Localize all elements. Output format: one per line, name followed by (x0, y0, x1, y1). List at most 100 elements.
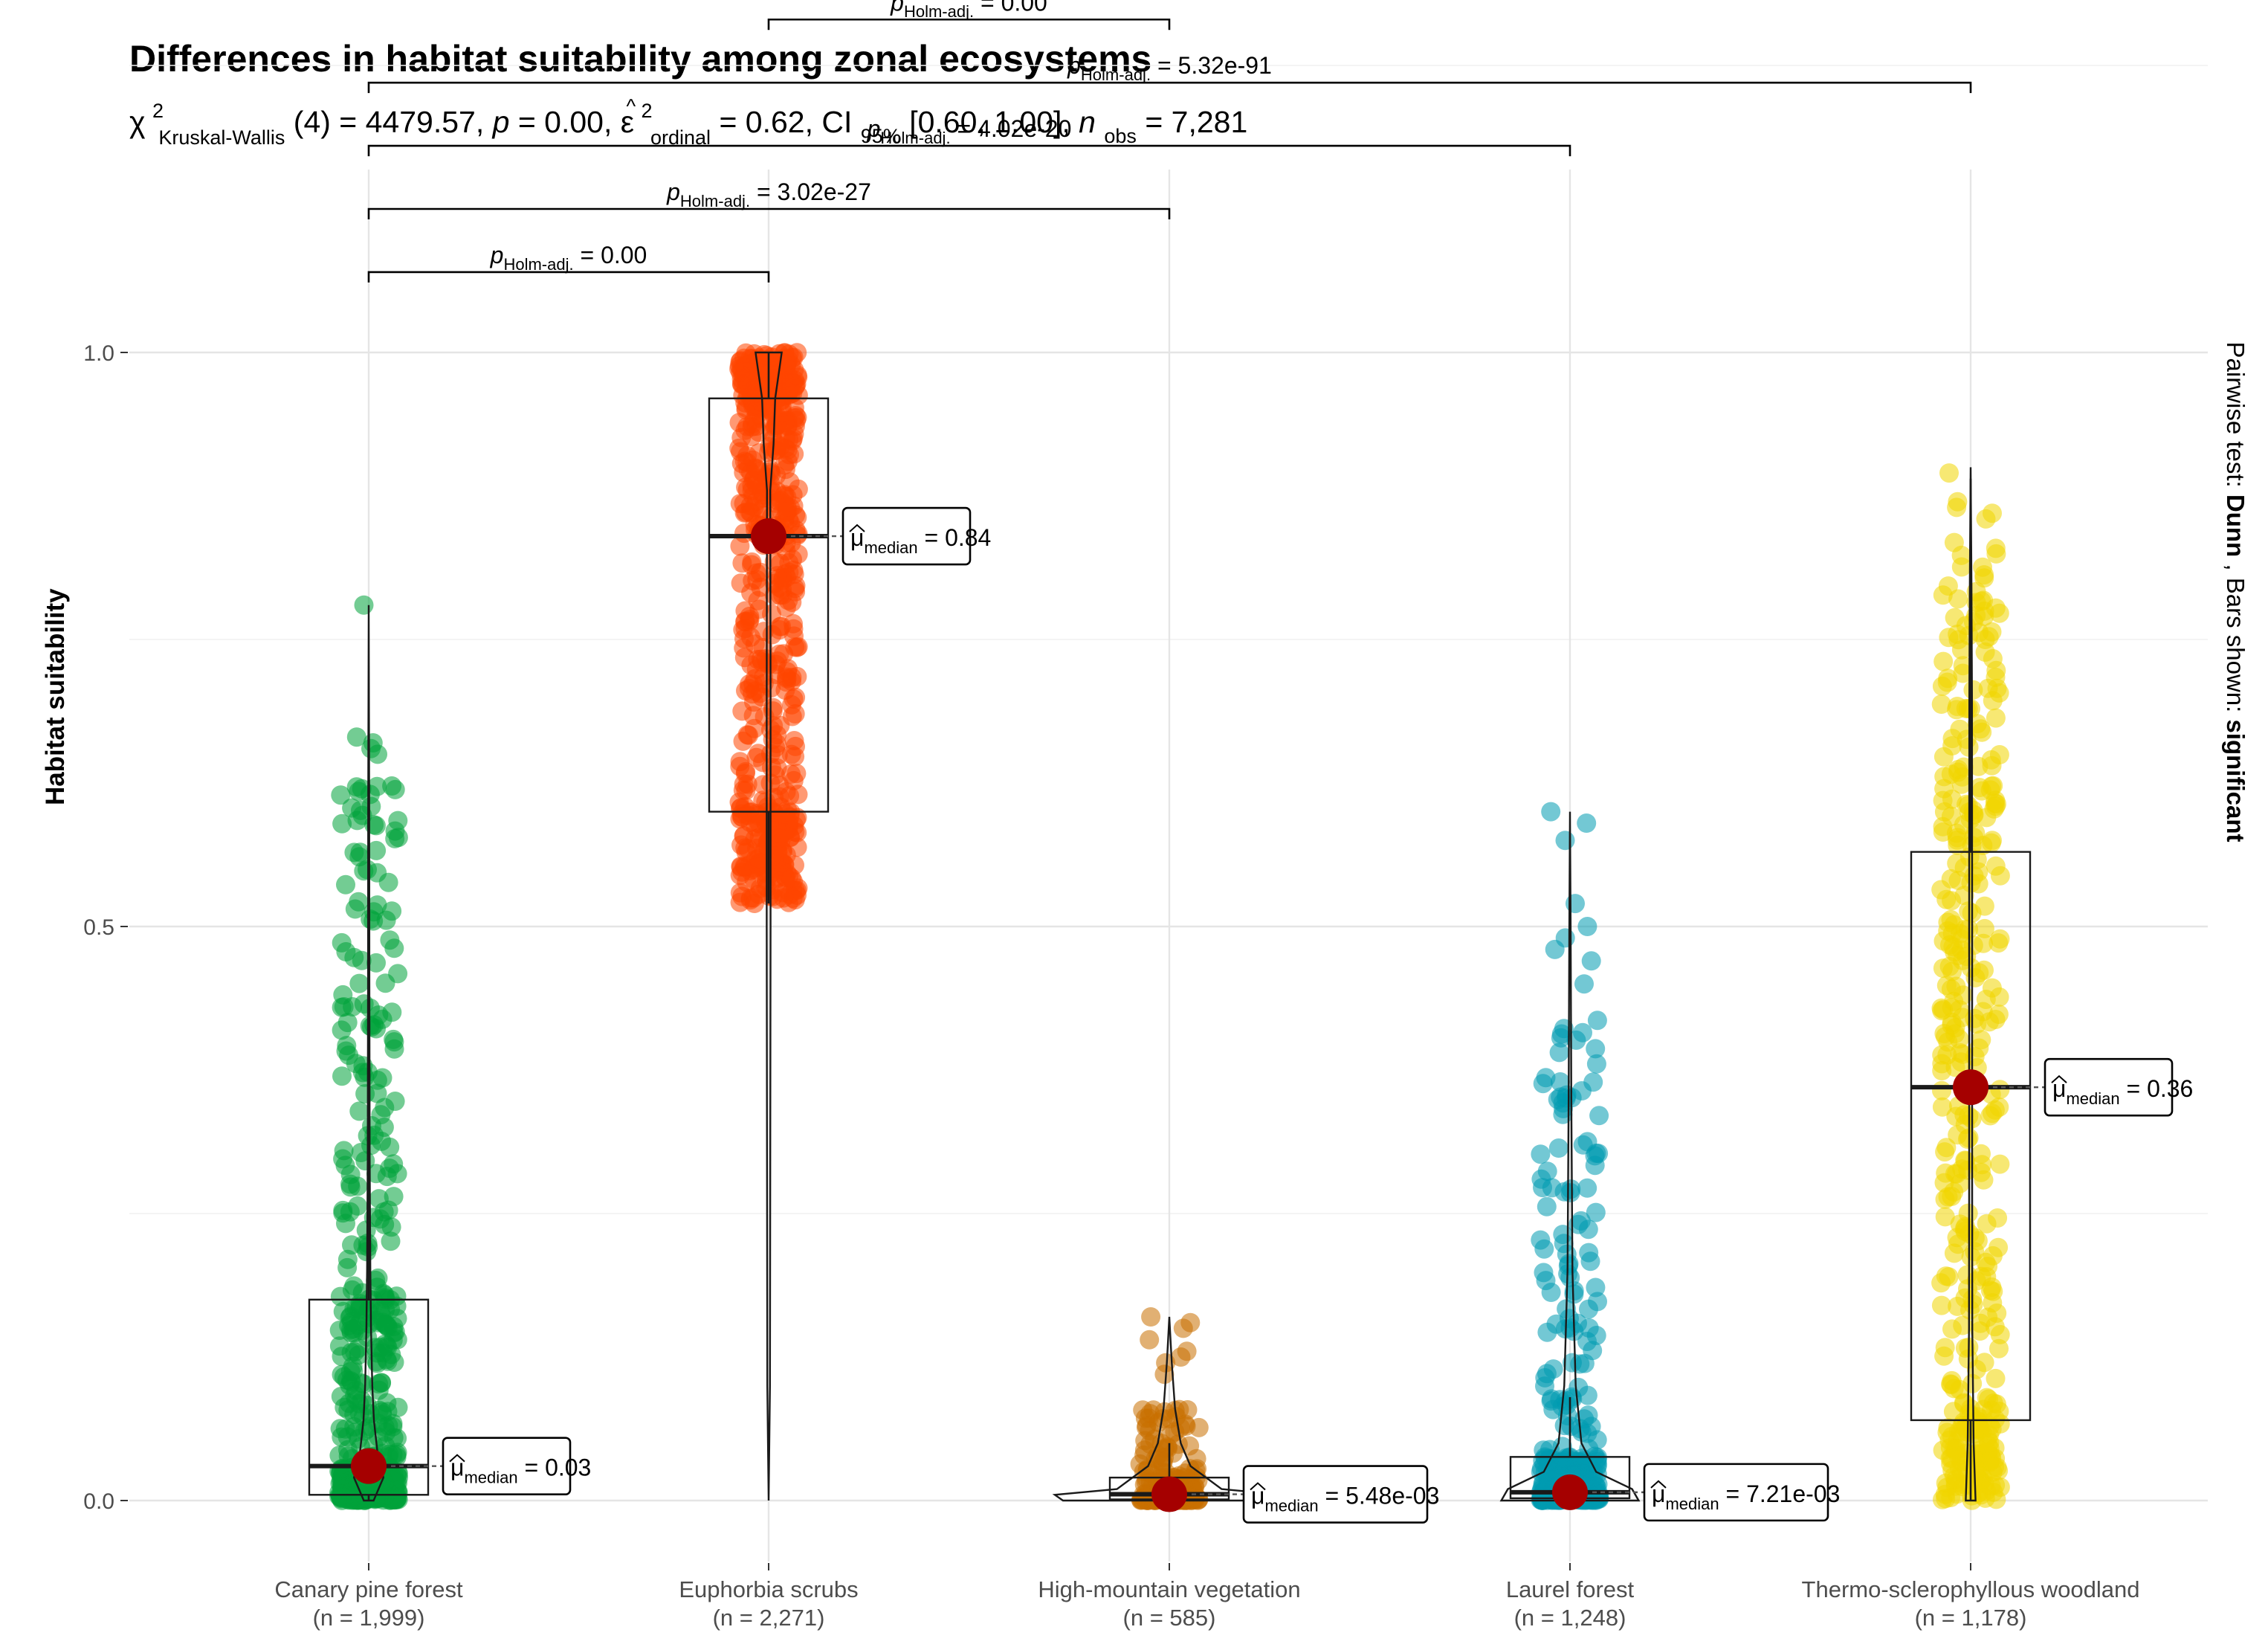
data-point (332, 932, 352, 953)
median-symbol: μ (450, 1454, 464, 1481)
data-point (372, 1009, 392, 1029)
data-point (336, 874, 355, 895)
data-point (1977, 1214, 1997, 1234)
box-1 (708, 397, 830, 813)
pairwise-p-sub: Holm-adj. (1081, 65, 1151, 84)
pairwise-caption: Pairwise test: Dunn , Bars shown: signif… (2222, 341, 2249, 842)
data-point (766, 845, 786, 865)
data-point (380, 1137, 400, 1157)
data-point (781, 868, 801, 889)
data-point (345, 899, 365, 919)
data-point (358, 1327, 378, 1347)
pairwise-p-sub: Holm-adj. (880, 129, 950, 147)
data-point (385, 1092, 405, 1111)
data-point (378, 1416, 398, 1436)
data-point (372, 1373, 392, 1393)
median-dot-3 (1552, 1474, 1588, 1510)
pairwise-bracket-0 (367, 271, 770, 283)
data-point (1571, 1422, 1592, 1442)
data-point (740, 606, 760, 626)
caption-test: Dunn (2222, 494, 2249, 557)
pairwise-label-4: pHolm-adj. = 0.00 (890, 0, 1047, 21)
data-point (340, 1174, 360, 1194)
data-point (354, 595, 374, 615)
data-point (380, 930, 400, 950)
data-point (1957, 794, 1976, 814)
data-point (1931, 695, 1951, 714)
subtitle-ci-sub: 95% (861, 125, 901, 147)
data-point (737, 774, 757, 794)
data-point (1579, 1299, 1598, 1319)
data-point (381, 1231, 401, 1251)
data-point (1983, 1103, 2002, 1124)
data-point (1586, 1039, 1606, 1059)
data-point (1947, 854, 1967, 873)
data-point (1986, 708, 2006, 728)
median-symbol: μ (1251, 1483, 1264, 1509)
data-point (1967, 1460, 1987, 1480)
data-point (377, 1167, 397, 1187)
data-point (1945, 608, 1965, 628)
median-dot-1 (751, 518, 786, 555)
data-point (1954, 1393, 1974, 1414)
box-0 (308, 1298, 430, 1496)
subtitle-p-value: = 0.00, (518, 105, 621, 139)
violin-3 (1499, 811, 1641, 1502)
data-point (340, 1375, 360, 1395)
data-point (778, 415, 798, 435)
x-category-n: (n = 2,271) (713, 1605, 825, 1631)
median-sub: median (2066, 1089, 2119, 1108)
data-point (1944, 1243, 1964, 1263)
caption-shown: significant (2222, 719, 2249, 842)
x-category-n: (n = 1,248) (1514, 1605, 1626, 1631)
data-point (1976, 509, 1996, 529)
data-point (1931, 880, 1951, 900)
data-point (783, 485, 803, 505)
data-point (1933, 1489, 1952, 1509)
data-point (1977, 1388, 1997, 1408)
data-point (746, 474, 766, 494)
data-point (360, 784, 380, 805)
median-symbol: μ (850, 524, 864, 551)
data-point (1531, 1230, 1551, 1250)
median-label-3: μmedian = 7.21e-03 (1652, 1480, 1840, 1513)
data-point (779, 552, 799, 573)
median-value: = 0.03 (518, 1454, 592, 1481)
data-point (1543, 1359, 1563, 1379)
data-point (1982, 755, 2002, 776)
violin-0 (352, 605, 385, 1502)
data-point (784, 613, 803, 634)
median-label-box-4 (2044, 1057, 2174, 1117)
data-point (1561, 1179, 1581, 1199)
data-point (1938, 921, 1958, 941)
data-point (341, 1486, 361, 1506)
data-point (730, 352, 750, 372)
subtitle-n: n (1079, 105, 1096, 139)
data-point (1963, 680, 1983, 700)
x-category-label: Laurel forest (1506, 1576, 1635, 1602)
data-point (1981, 1476, 2001, 1496)
data-point (1546, 1314, 1566, 1334)
median-symbol: μ (1652, 1480, 1665, 1507)
data-point (352, 950, 372, 970)
pairwise-p: p (1067, 52, 1081, 79)
subtitle-chi-sup: 2 (152, 100, 164, 122)
data-point (1990, 929, 2010, 949)
data-point (1533, 1074, 1553, 1094)
data-point (1934, 1024, 1954, 1043)
data-point (766, 493, 786, 513)
pairwise-p-sub: Holm-adj. (503, 255, 573, 274)
data-point (785, 704, 805, 724)
data-point (1570, 1354, 1590, 1374)
x-axis: Canary pine forest (n = 1,999) Euphorbia s… (274, 1563, 2139, 1631)
data-point (334, 1141, 354, 1161)
data-point (788, 784, 808, 805)
median-hat (849, 523, 865, 532)
data-point (1141, 1307, 1161, 1327)
subtitle-epsilon-sup: 2 (642, 100, 653, 122)
data-point (1939, 463, 1959, 483)
data-point (786, 581, 806, 602)
median-label-box-0 (442, 1437, 572, 1495)
